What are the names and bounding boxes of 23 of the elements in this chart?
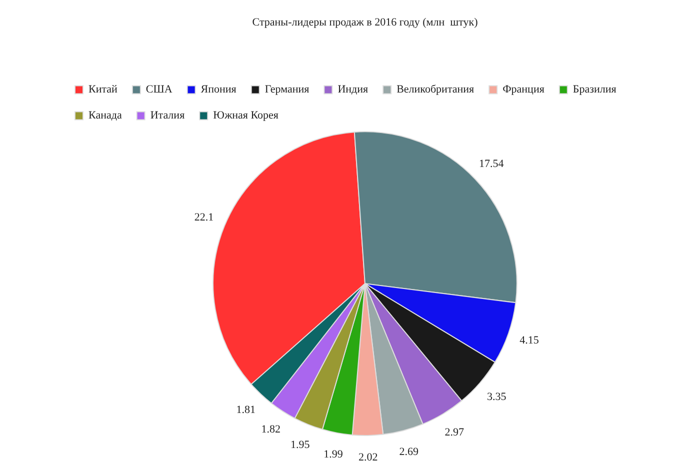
legend-label: Канада (88, 110, 122, 122)
chart-title: Страны-лидеры продаж в 2016 году (млн штук) (252, 16, 478, 28)
data-label: 17.54 (478, 158, 504, 170)
legend-label: Бразилия (572, 84, 616, 96)
data-label: 4.15 (520, 334, 540, 347)
data-label: 1.81 (236, 404, 256, 416)
legend-label: Германия (264, 84, 310, 96)
data-label: 22.1 (194, 212, 214, 224)
legend-label: Индия (338, 84, 368, 96)
data-label: 1.99 (324, 448, 344, 460)
legend-label: Франция (502, 84, 544, 96)
legend-label: Япония (200, 84, 236, 96)
data-label: 1.82 (261, 424, 280, 436)
legend-label: США (146, 84, 172, 96)
data-label: 2.97 (444, 426, 465, 439)
legend-label: Китай (88, 84, 118, 96)
legend-label: Италия (150, 110, 185, 122)
data-label: 1.95 (290, 438, 310, 451)
data-label: 2.69 (399, 446, 420, 458)
legend-label: Великобритания (396, 84, 474, 96)
legend-label: Южная Корея (213, 110, 278, 122)
data-label: 2.02 (358, 451, 378, 464)
data-label: 3.35 (486, 391, 507, 404)
